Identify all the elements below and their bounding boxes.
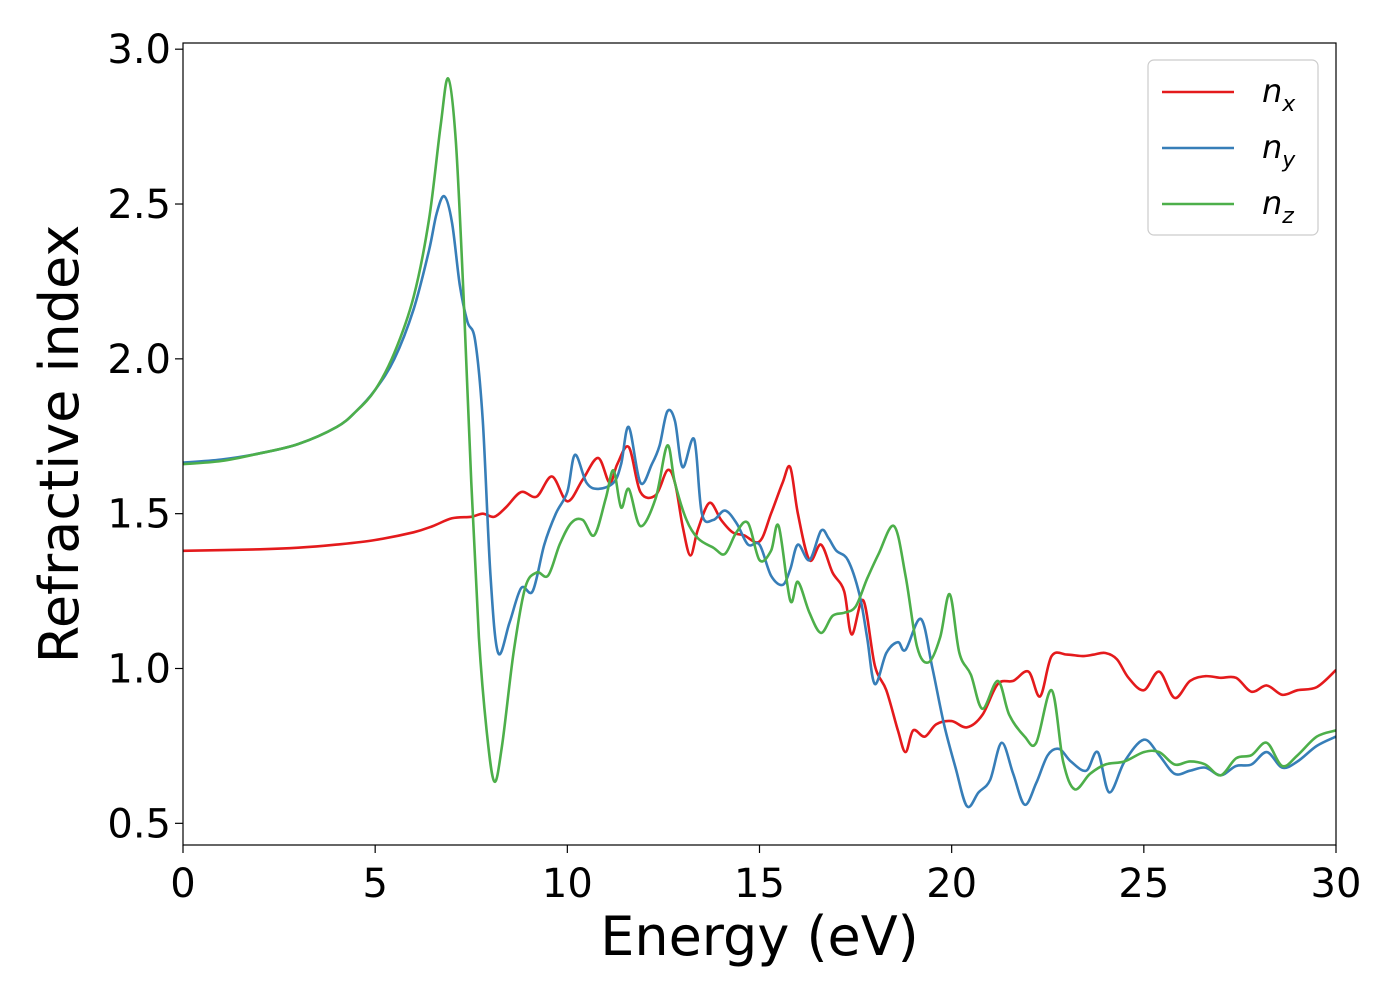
x-tick-label: 25	[1118, 861, 1169, 907]
y-tick-label: 2.5	[107, 182, 171, 228]
x-axis-ticks: 0 5 10 15 20 25 30	[170, 845, 1361, 907]
y-axis-label: Refractive index	[28, 225, 91, 664]
x-axis-label: Energy (eV)	[600, 905, 919, 968]
series-line-n_y	[183, 196, 1336, 807]
y-tick-label: 1.0	[107, 646, 171, 692]
legend-label-main: n	[1262, 128, 1282, 166]
y-tick-label: 2.0	[107, 337, 171, 383]
y-tick-label: 3.0	[107, 27, 171, 73]
y-tick-label: 1.5	[107, 492, 171, 538]
x-tick-label: 10	[542, 861, 593, 907]
series-line-n_x	[183, 446, 1336, 752]
x-tick-label: 30	[1311, 861, 1362, 907]
y-tick-label: 0.5	[107, 801, 171, 847]
y-axis-ticks: 0.5 1.0 1.5 2.0 2.5 3.0	[107, 27, 183, 847]
x-tick-label: 20	[926, 861, 977, 907]
legend-label-sub: y	[1281, 148, 1296, 173]
legend-label-sub: z	[1281, 204, 1294, 229]
legend-label-sub: x	[1281, 92, 1296, 117]
legend-label-main: n	[1262, 184, 1282, 222]
x-tick-label: 5	[362, 861, 387, 907]
legend-label-main: n	[1262, 72, 1282, 110]
x-tick-label: 15	[734, 861, 785, 907]
x-tick-label: 0	[170, 861, 195, 907]
legend: nxnynz	[1148, 60, 1318, 235]
